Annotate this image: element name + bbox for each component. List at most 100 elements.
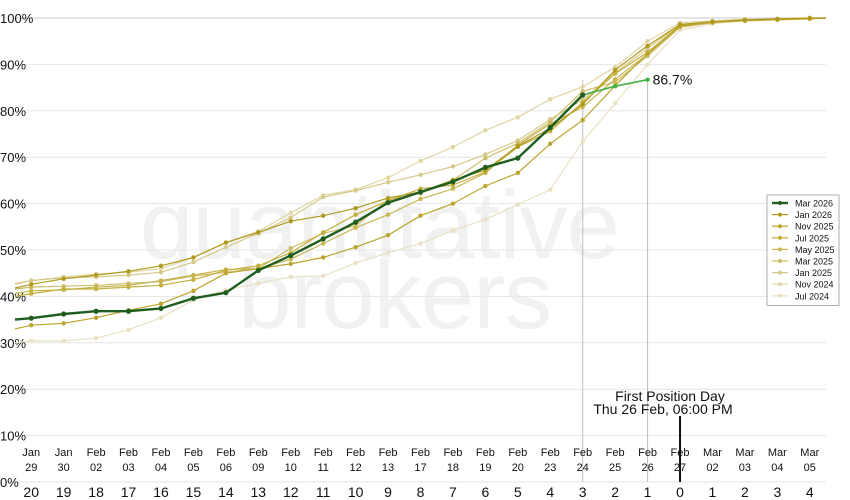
data-point (223, 290, 229, 296)
y-tick-label: 0% (0, 475, 19, 490)
x-tick-day: 09 (252, 462, 264, 474)
y-tick-label: 40% (0, 289, 26, 304)
data-point (677, 22, 683, 27)
data-point (255, 267, 261, 274)
data-point (450, 179, 456, 185)
x-tick-days-label: 4 (806, 484, 814, 500)
data-point (93, 272, 99, 278)
x-tick-day: 05 (804, 462, 816, 474)
x-tick-day: 24 (577, 462, 589, 474)
data-point (125, 308, 132, 314)
series-line (14, 94, 584, 321)
x-tick-day: 03 (739, 462, 751, 474)
legend-entry: May 2025 (795, 245, 835, 255)
data-point (483, 128, 488, 133)
data-point (807, 15, 812, 21)
x-tick-month: Feb (411, 447, 430, 459)
data-point (612, 67, 618, 73)
data-point (515, 155, 521, 161)
y-tick-label: 60% (0, 197, 26, 212)
data-point (385, 250, 391, 255)
data-point (29, 322, 34, 328)
data-point (191, 288, 196, 294)
data-point (93, 308, 99, 314)
x-tick-month: Jan (55, 447, 73, 459)
legend-swatch-dot (778, 201, 782, 205)
data-point (288, 257, 293, 262)
data-point (29, 282, 34, 287)
legend-swatch-dot (778, 282, 782, 287)
data-point (223, 245, 229, 250)
x-tick-day: 19 (479, 462, 491, 474)
data-point (450, 144, 456, 150)
y-tick-label: 20% (0, 382, 26, 397)
data-point (223, 271, 229, 276)
data-point (126, 327, 131, 333)
data-point (450, 201, 456, 206)
data-point (158, 283, 164, 288)
x-tick-month: Feb (638, 447, 657, 459)
legend-swatch-dot (778, 247, 782, 252)
legend-entry: Jan 2026 (795, 210, 832, 220)
legend-swatch-dot (778, 270, 782, 275)
data-point (418, 172, 423, 178)
data-point (93, 315, 99, 320)
data-point (548, 187, 553, 192)
x-tick-days-label: 10 (348, 484, 364, 500)
y-tick-label: 80% (0, 104, 26, 119)
data-point (353, 188, 358, 193)
x-tick-month: Feb (314, 447, 333, 459)
data-point (612, 71, 618, 76)
data-point (515, 170, 521, 176)
x-tick-days-label: 1 (709, 484, 717, 500)
x-tick-month: Feb (216, 447, 235, 459)
x-tick-month: Feb (541, 447, 560, 459)
x-tick-days-label: 1 (644, 484, 652, 500)
legend-entry: Jan 2025 (795, 268, 832, 278)
x-tick-days-label: 6 (481, 484, 489, 500)
event-title: First Position Day (615, 388, 725, 404)
legend-entry: Nov 2024 (795, 280, 834, 290)
x-tick-month: Mar (703, 447, 722, 459)
x-tick-day: 20 (512, 462, 524, 474)
y-tick-label: 30% (0, 336, 26, 351)
data-point (288, 274, 293, 280)
x-tick-month: Feb (249, 447, 268, 459)
x-tick-day: 13 (382, 462, 394, 474)
x-tick-month: Feb (346, 447, 365, 459)
data-point (515, 202, 521, 207)
data-point (126, 284, 131, 290)
data-point (353, 245, 358, 250)
data-point (385, 212, 391, 217)
data-point (288, 219, 293, 224)
data-point (482, 164, 488, 171)
data-point (256, 281, 261, 286)
x-tick-month: Feb (476, 447, 495, 459)
x-tick-month: Feb (119, 447, 138, 459)
series-line (14, 17, 827, 290)
data-point (191, 255, 196, 260)
data-point (320, 213, 326, 218)
data-point (775, 16, 780, 22)
data-point (320, 194, 326, 200)
x-tick-month: Mar (800, 447, 819, 459)
data-point (548, 141, 553, 146)
data-point (548, 97, 553, 102)
x-tick-days-label: 7 (449, 484, 457, 500)
data-point (385, 232, 391, 238)
x-tick-day: 30 (58, 462, 70, 474)
x-tick-day: 17 (414, 462, 426, 474)
data-point (645, 43, 650, 49)
x-tick-days-label: 2 (611, 484, 619, 500)
x-tick-day: 12 (349, 462, 361, 474)
data-point (190, 295, 197, 301)
data-point (256, 230, 261, 235)
legend-swatch-dot (778, 224, 782, 229)
data-point (515, 115, 521, 120)
x-tick-days-label: 0 (676, 484, 684, 500)
x-tick-days-label: 20 (23, 484, 39, 500)
x-tick-month: Feb (281, 447, 300, 459)
x-tick-day: 06 (220, 462, 232, 474)
x-tick-days-label: 2 (741, 484, 749, 500)
